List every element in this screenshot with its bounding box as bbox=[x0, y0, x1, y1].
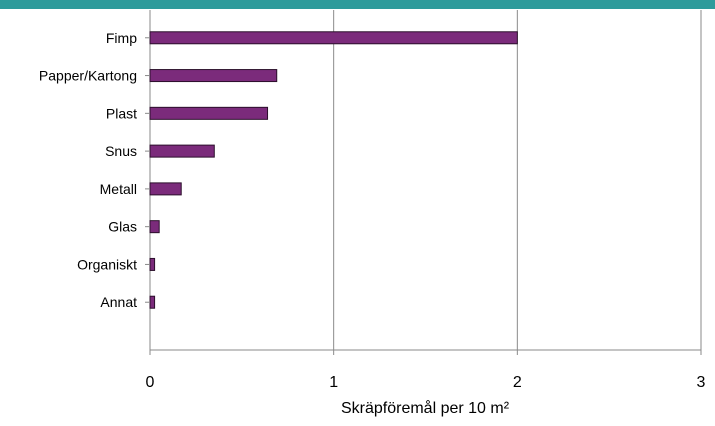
bar-metall bbox=[149, 182, 182, 196]
category-label: Annat bbox=[100, 294, 137, 310]
header-band bbox=[0, 0, 715, 9]
x-tick-label: 1 bbox=[329, 374, 338, 391]
x-tick-label: 3 bbox=[697, 374, 706, 391]
category-label: Snus bbox=[105, 143, 137, 159]
category-label: Fimp bbox=[106, 30, 137, 46]
bar-organiskt bbox=[149, 257, 156, 271]
bar-annat bbox=[149, 295, 156, 309]
bar-fimp bbox=[149, 31, 518, 45]
category-label: Papper/Kartong bbox=[39, 68, 137, 84]
category-labels: Fimp Papper/Kartong Plast Snus Metall Glas Org… bbox=[39, 30, 150, 310]
category-label: Glas bbox=[108, 219, 137, 235]
bar-plast bbox=[149, 106, 269, 120]
bar-glas bbox=[149, 220, 160, 234]
x-tick-labels: 0 1 2 3 bbox=[146, 350, 706, 391]
x-tick-label: 0 bbox=[146, 374, 155, 391]
axes bbox=[149, 10, 701, 351]
category-label: Metall bbox=[100, 181, 137, 197]
x-tick-label: 2 bbox=[513, 374, 522, 391]
bar-snus bbox=[149, 144, 215, 158]
bars bbox=[149, 31, 518, 309]
bar-papper-kartong bbox=[149, 69, 278, 83]
x-axis-title: Skräpföremål per 10 m² bbox=[341, 399, 510, 417]
category-label: Plast bbox=[106, 105, 137, 121]
category-label: Organiskt bbox=[77, 256, 137, 272]
grid-lines bbox=[333, 10, 702, 350]
